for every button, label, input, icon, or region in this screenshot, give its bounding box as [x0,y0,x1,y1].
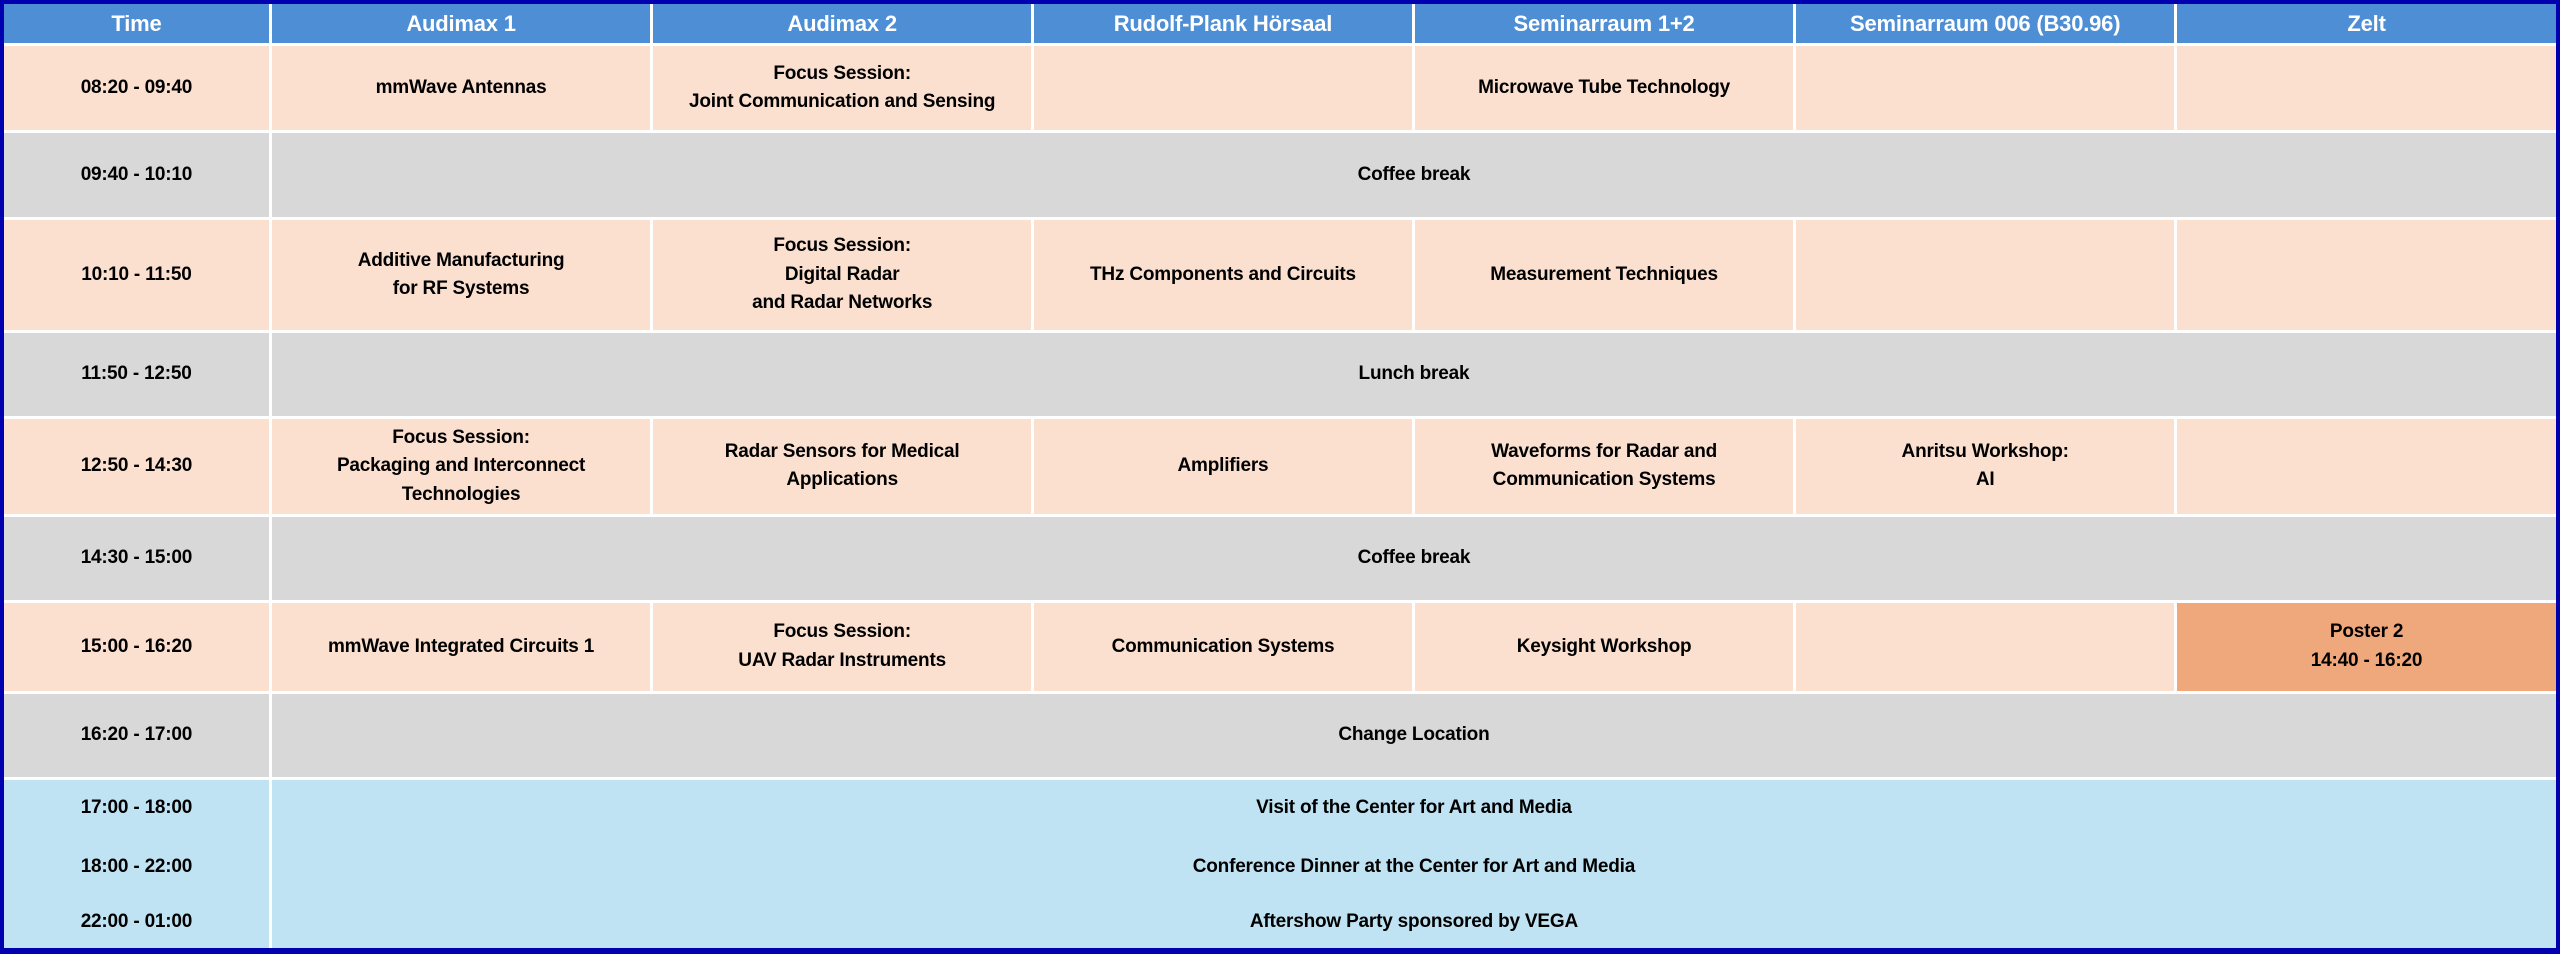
break-row-coffee-1: 09:40 - 10:10 Coffee break [0,130,2560,220]
session-cell-packaging-interconnect: Focus Session: Packaging and Interconnec… [268,415,654,518]
header-row: Time Audimax 1 Audimax 2 Rudolf-Plank Hö… [0,0,2560,47]
header-cell-seminarraum-006: Seminarraum 006 (B30.96) [1793,0,2178,47]
session-cell-additive-manufacturing: Additive Manufacturing for RF Systems [268,216,654,334]
time-cell: 14:30 - 15:00 [0,514,272,604]
session-cell-waveforms-radar-communication: Waveforms for Radar and Communication Sy… [1411,415,1797,518]
empty-cell [2174,216,2560,334]
empty-cell [2174,415,2560,518]
session-cell-thz-components-circuits: THz Components and Circuits [1031,216,1415,334]
empty-cell [1793,600,2178,694]
header-cell-rudolf-plank-hoersaal: Rudolf-Plank Hörsaal [1031,0,1415,47]
header-cell-time: Time [0,0,272,47]
session-cell-uav-radar-instruments: Focus Session: UAV Radar Instruments [650,600,1035,694]
header-cell-audimax-2: Audimax 2 [650,0,1035,47]
session-cell-radar-sensors-medical: Radar Sensors for Medical Applications [650,415,1035,518]
session-cell-digital-radar-networks: Focus Session: Digital Radar and Radar N… [650,216,1035,334]
break-cell-lunch: Lunch break [268,330,2560,419]
time-cell: 17:00 - 18:00 [0,778,272,838]
break-cell-coffee: Coffee break [268,130,2560,220]
time-cell: 15:00 - 16:20 [0,600,272,694]
session-cell-anritsu-workshop-ai: Anritsu Workshop: AI [1793,415,2178,518]
break-row-lunch: 11:50 - 12:50 Lunch break [0,330,2560,419]
session-cell-poster-2: Poster 2 14:40 - 16:20 [2174,600,2560,694]
evening-cell-conference-dinner: Conference Dinner at the Center for Art … [268,837,2560,898]
break-cell-change-location: Change Location [268,690,2560,780]
session-cell-joint-communication-sensing: Focus Session: Joint Communication and S… [650,43,1035,134]
time-cell: 12:50 - 14:30 [0,415,272,518]
break-row-change-location: 16:20 - 17:00 Change Location [0,690,2560,780]
empty-cell [1793,216,2178,334]
time-cell: 09:40 - 10:10 [0,130,272,220]
time-cell: 08:20 - 09:40 [0,43,272,134]
empty-cell [2174,43,2560,134]
header-cell-seminarraum-1-2: Seminarraum 1+2 [1411,0,1797,47]
session-cell-mmwave-integrated-circuits-1: mmWave Integrated Circuits 1 [268,600,654,694]
break-cell-coffee: Coffee break [268,514,2560,604]
session-cell-mmwave-antennas: mmWave Antennas [268,43,654,134]
evening-row-dinner: 18:00 - 22:00 Conference Dinner at the C… [0,837,2560,898]
session-row-1010: 10:10 - 11:50 Additive Manufacturing for… [0,216,2560,334]
session-cell-microwave-tube-technology: Microwave Tube Technology [1411,43,1797,134]
empty-cell [1793,43,2178,134]
session-cell-keysight-workshop: Keysight Workshop [1411,600,1797,694]
empty-cell [1031,43,1415,134]
break-row-coffee-2: 14:30 - 15:00 Coffee break [0,514,2560,604]
time-cell: 22:00 - 01:00 [0,897,272,951]
time-cell: 10:10 - 11:50 [0,216,272,334]
session-row-1500: 15:00 - 16:20 mmWave Integrated Circuits… [0,600,2560,694]
time-cell: 16:20 - 17:00 [0,690,272,780]
time-cell: 11:50 - 12:50 [0,330,272,419]
session-row-1250: 12:50 - 14:30 Focus Session: Packaging a… [0,415,2560,518]
session-row-0820: 08:20 - 09:40 mmWave Antennas Focus Sess… [0,43,2560,134]
evening-row-visit: 17:00 - 18:00 Visit of the Center for Ar… [0,778,2560,838]
header-cell-audimax-1: Audimax 1 [268,0,654,47]
session-cell-measurement-techniques: Measurement Techniques [1411,216,1797,334]
header-cell-zelt: Zelt [2174,0,2560,47]
session-cell-communication-systems: Communication Systems [1031,600,1415,694]
session-cell-amplifiers: Amplifiers [1031,415,1415,518]
time-cell: 18:00 - 22:00 [0,837,272,898]
evening-row-aftershow: 22:00 - 01:00 Aftershow Party sponsored … [0,897,2560,951]
evening-cell-aftershow-party: Aftershow Party sponsored by VEGA [268,897,2560,951]
evening-cell-visit-center-art-media: Visit of the Center for Art and Media [268,778,2560,838]
